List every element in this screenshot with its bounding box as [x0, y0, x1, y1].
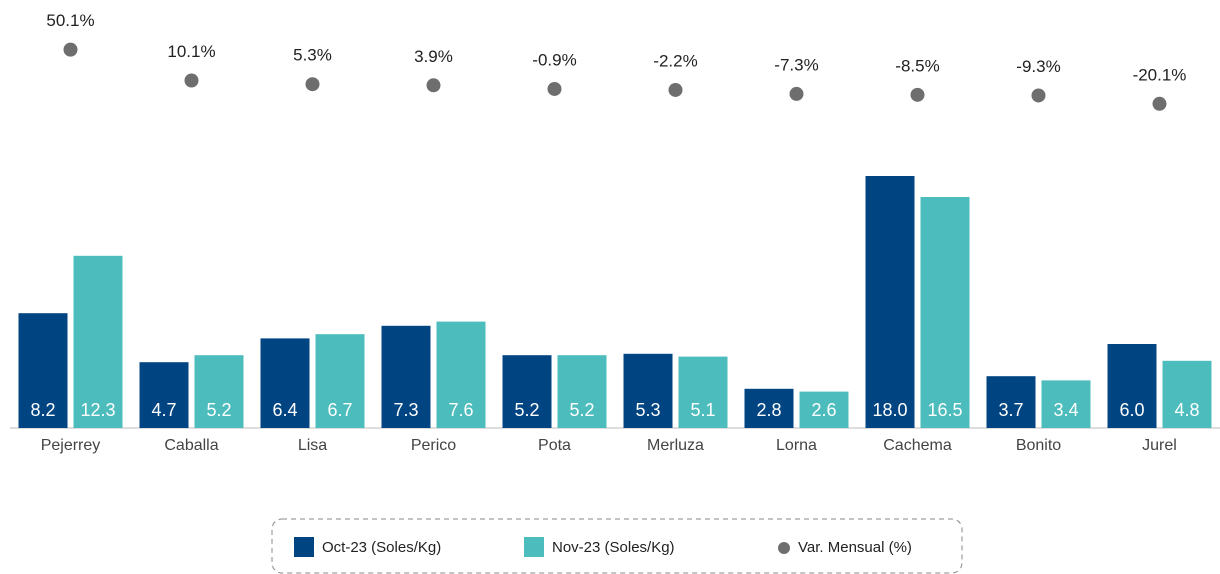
bar-value-label: 4.7	[151, 400, 176, 420]
variation-label: -8.5%	[895, 56, 939, 75]
x-tick-label: Lisa	[298, 437, 327, 454]
x-tick-label: Cachema	[883, 437, 952, 454]
legend-swatch	[294, 537, 314, 557]
x-tick-label: Jurel	[1142, 437, 1177, 454]
bar-value-label: 6.7	[327, 400, 352, 420]
variation-dot	[789, 86, 804, 101]
variation-label: 10.1%	[167, 42, 215, 61]
bar-value-label: 5.1	[690, 400, 715, 420]
variation-dot	[668, 82, 683, 97]
variation-dot	[1031, 88, 1046, 103]
bar-value-label: 5.2	[569, 400, 594, 420]
bar	[678, 356, 728, 428]
variation-dot	[910, 87, 925, 102]
bar-value-label: 16.5	[927, 400, 962, 420]
variation-label: -7.3%	[774, 55, 818, 74]
bar	[260, 338, 310, 428]
bar	[920, 197, 970, 428]
x-tick-label: Bonito	[1016, 437, 1061, 454]
bar	[986, 376, 1036, 428]
variation-label: 50.1%	[46, 11, 94, 30]
bar-value-label: 8.2	[30, 400, 55, 420]
bar-value-label: 5.3	[635, 400, 660, 420]
bar-value-label: 3.4	[1053, 400, 1078, 420]
variation-label: -0.9%	[532, 50, 576, 69]
bar	[623, 353, 673, 428]
variation-dot	[305, 77, 320, 92]
bar-value-label: 3.7	[998, 400, 1023, 420]
bar-value-label: 5.2	[514, 400, 539, 420]
bar	[436, 321, 486, 428]
x-tick-label: Perico	[411, 437, 456, 454]
bar-value-label: 18.0	[872, 400, 907, 420]
bar-value-label: 12.3	[80, 400, 115, 420]
bar	[1041, 380, 1091, 428]
bar	[315, 334, 365, 428]
bar-value-label: 7.6	[448, 400, 473, 420]
legend-label: Nov-23 (Soles/Kg)	[552, 539, 675, 556]
x-tick-label: Caballa	[164, 437, 218, 454]
bar	[557, 355, 607, 428]
bar	[799, 391, 849, 428]
legend-label: Oct-23 (Soles/Kg)	[322, 539, 441, 556]
bar-value-label: 2.8	[756, 400, 781, 420]
variation-dot	[1152, 96, 1167, 111]
bar-value-label: 6.4	[272, 400, 297, 420]
bar	[502, 355, 552, 428]
bar-value-label: 7.3	[393, 400, 418, 420]
bar	[1162, 360, 1212, 428]
variation-label: 5.3%	[293, 46, 332, 65]
legend-label: Var. Mensual (%)	[798, 539, 912, 556]
variation-dot	[547, 81, 562, 96]
variation-dot	[426, 78, 441, 93]
bar	[18, 313, 68, 428]
bar	[194, 355, 244, 428]
legend-swatch	[524, 537, 544, 557]
bar-value-label: 2.6	[811, 400, 836, 420]
x-tick-label: Lorna	[776, 437, 817, 454]
bar-value-label: 5.2	[206, 400, 231, 420]
bar	[381, 325, 431, 428]
variation-dot	[63, 42, 78, 57]
bar	[73, 255, 123, 428]
x-tick-label: Pota	[538, 437, 571, 454]
x-tick-label: Merluza	[647, 437, 704, 454]
x-tick-label: Pejerrey	[41, 437, 101, 454]
legend-box	[271, 518, 963, 574]
bar-value-label: 6.0	[1119, 400, 1144, 420]
bar	[1107, 344, 1157, 428]
bar-value-label: 4.8	[1174, 400, 1199, 420]
legend-swatch	[778, 542, 790, 554]
bar	[865, 176, 915, 428]
variation-dot	[184, 73, 199, 88]
variation-label: -2.2%	[653, 51, 697, 70]
bar	[744, 388, 794, 428]
bar	[139, 362, 189, 428]
variation-label: -9.3%	[1016, 57, 1060, 76]
variation-label: -20.1%	[1133, 65, 1187, 84]
variation-label: 3.9%	[414, 47, 453, 66]
